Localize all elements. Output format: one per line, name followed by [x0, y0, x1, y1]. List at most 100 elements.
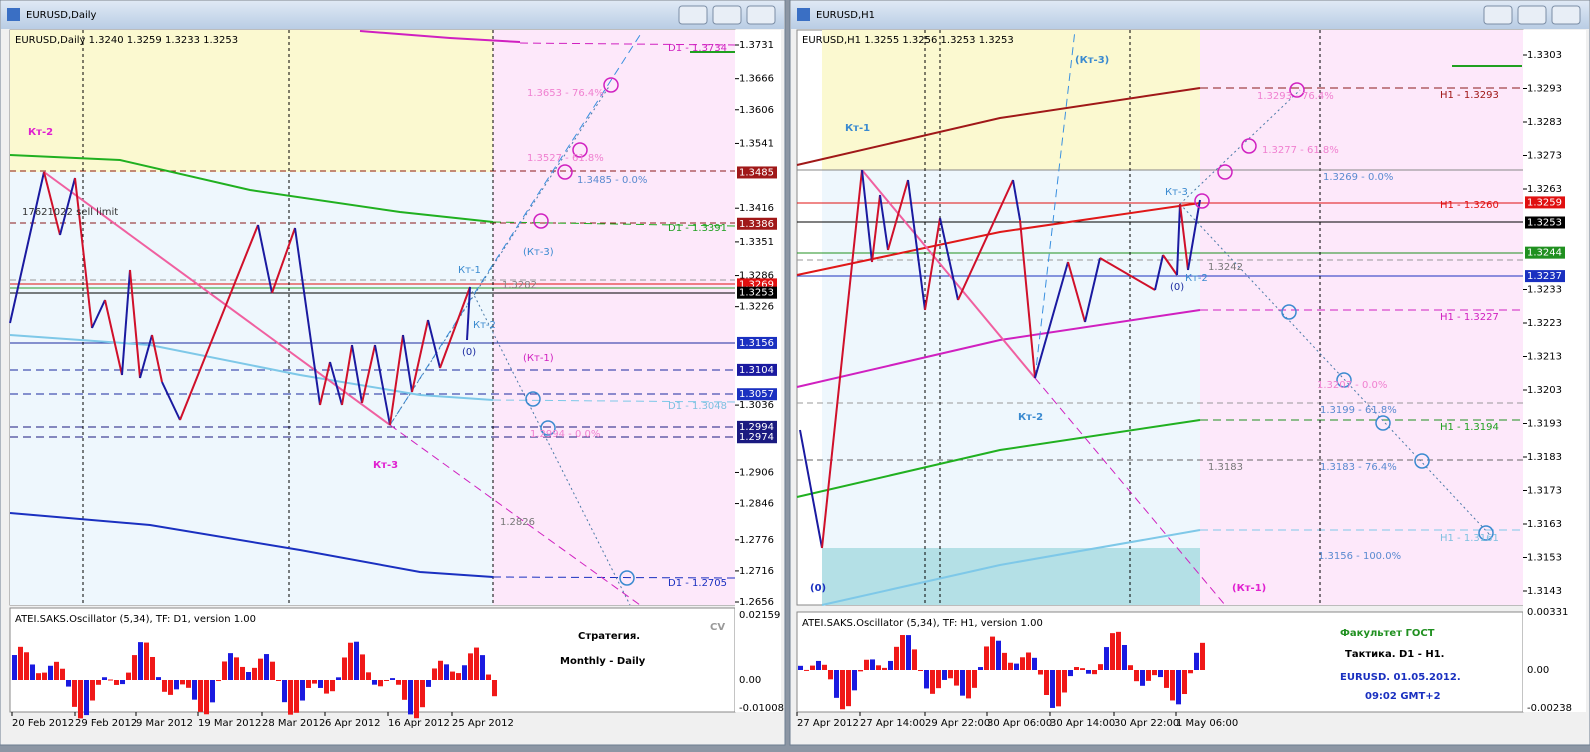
- caption: Monthly - Daily: [560, 656, 646, 667]
- osc-bar: [1032, 657, 1037, 670]
- osc-bar: [294, 680, 299, 713]
- time-label: 27 Apr 14:00: [860, 718, 925, 729]
- window-max-button[interactable]: [1517, 5, 1547, 25]
- time-label: 16 Apr 2012: [388, 718, 450, 729]
- osc-bar: [1008, 662, 1013, 670]
- price-line: [1179, 203, 1491, 536]
- price-label: 1.3259: [1527, 197, 1562, 208]
- price-label: 1.3541: [739, 138, 774, 149]
- annotation: 1.3183 - 76.4%: [1320, 462, 1397, 473]
- osc-bar: [1080, 668, 1085, 670]
- price-label: 1.2716: [739, 566, 774, 577]
- price-box: [737, 336, 777, 349]
- price-line: [374, 344, 391, 426]
- price-line: [329, 361, 343, 406]
- price-line: [492, 576, 736, 579]
- osc-bar: [378, 680, 383, 687]
- window-close-button[interactable]: [746, 5, 776, 25]
- osc-bar: [168, 680, 173, 695]
- osc-bar: [1026, 652, 1031, 670]
- price-line: [1084, 257, 1101, 323]
- price-box: [1525, 270, 1565, 283]
- drawing: [9, 512, 494, 578]
- osc-bar: [78, 680, 83, 719]
- price-label: 1.3253: [1527, 218, 1562, 229]
- osc-bar: [1002, 652, 1007, 670]
- price-box: [737, 286, 777, 299]
- price-line: [1176, 203, 1181, 276]
- osc-bar: [348, 642, 353, 680]
- price-line: [74, 177, 93, 329]
- osc-bar: [162, 680, 167, 692]
- osc-bar: [870, 659, 875, 670]
- osc-bar: [492, 680, 497, 697]
- price-label: 1.3253: [739, 288, 774, 299]
- osc-bar: [228, 653, 233, 680]
- drawing: [9, 334, 494, 401]
- osc-bar: [912, 649, 917, 670]
- osc-bar: [1152, 670, 1157, 676]
- osc-bar: [432, 668, 437, 680]
- time-label: 9 Mar 2012: [136, 718, 193, 729]
- marker-circle: [533, 213, 549, 229]
- osc-bar: [906, 635, 911, 670]
- osc-bar: [828, 670, 833, 680]
- price-label: 1.3293: [1527, 84, 1562, 95]
- window-icon: [797, 8, 810, 21]
- osc-bar: [1164, 670, 1169, 688]
- zone: [493, 30, 735, 605]
- caption: EURUSD. 01.05.2012.: [1340, 672, 1461, 683]
- price-line: [1034, 377, 1226, 606]
- osc-label: -0.00238: [1527, 703, 1572, 714]
- osc-bar: [456, 673, 461, 680]
- price-line: [466, 286, 471, 341]
- price-line: [257, 224, 273, 294]
- window-min-button[interactable]: [1483, 5, 1513, 25]
- price-line: [389, 334, 404, 426]
- price-line: [361, 344, 376, 404]
- osc-bar: [1188, 670, 1193, 674]
- osc-bar: [318, 680, 323, 688]
- annotation: (Кт-1): [523, 353, 554, 364]
- osc-bar: [114, 680, 119, 685]
- marker-circle: [1194, 193, 1210, 209]
- annotation: 1.3282: [502, 280, 537, 291]
- osc-bar: [444, 664, 449, 680]
- caption: Факультет ГОСТ: [1340, 628, 1435, 639]
- zone: [822, 30, 1200, 170]
- annotation: Кт-2: [1185, 273, 1208, 284]
- price-line: [43, 171, 391, 426]
- window-close-button[interactable]: [1551, 5, 1581, 25]
- zone: [1200, 30, 1523, 605]
- osc-bar: [120, 680, 125, 685]
- annotation: 1.3269 - 0.0%: [1323, 172, 1393, 183]
- osc-bar: [180, 680, 185, 685]
- osc-bar: [204, 680, 209, 715]
- osc-bar: [462, 665, 467, 680]
- annotation: 1.2826: [500, 517, 535, 528]
- price-line: [924, 217, 941, 311]
- osc-bar: [798, 665, 803, 670]
- annotation: 1.3242: [1208, 262, 1243, 273]
- window-min-button[interactable]: [678, 5, 708, 25]
- osc-label: 0.00331: [1527, 607, 1568, 618]
- osc-label: -0.01008: [739, 703, 784, 714]
- osc-bar: [894, 646, 899, 670]
- osc-bar: [840, 670, 845, 710]
- osc-bar: [1062, 670, 1067, 693]
- window-max-button[interactable]: [712, 5, 742, 25]
- price-label: 1.3153: [1527, 553, 1562, 564]
- osc-bar: [336, 677, 341, 680]
- title-bar: [1, 1, 784, 29]
- osc-bar: [186, 680, 191, 688]
- drawing: [796, 87, 1201, 166]
- marker-circle: [1478, 525, 1494, 541]
- osc-bar: [1044, 670, 1049, 695]
- time-label: 20 Feb 2012: [12, 718, 74, 729]
- osc-bar: [330, 680, 335, 692]
- price-line: [43, 171, 61, 236]
- osc-bar: [420, 680, 425, 708]
- price-box: [737, 431, 777, 444]
- price-line: [1012, 179, 1021, 221]
- osc-bar: [84, 680, 89, 716]
